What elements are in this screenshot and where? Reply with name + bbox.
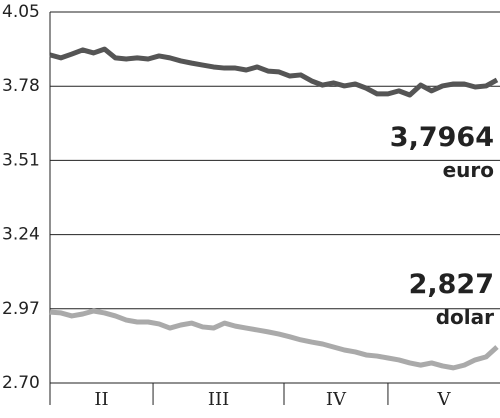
y-tick-label: 4.05: [2, 2, 40, 22]
x-tick-label: III: [208, 389, 229, 410]
x-tick-label: IV: [326, 389, 347, 410]
y-tick-label: 3.78: [2, 76, 40, 96]
series-line: [49, 46, 499, 98]
value-annotation: 3,7964: [390, 122, 494, 153]
y-tick-label: 3.24: [2, 225, 40, 245]
series-label: euro: [443, 158, 494, 182]
y-tick-label: 2.97: [2, 299, 40, 319]
value-annotation: 2,827: [409, 269, 494, 300]
y-tick-label: 3.51: [2, 150, 40, 170]
x-tick-label: V: [436, 389, 451, 410]
series-label: dolar: [436, 305, 494, 329]
y-tick-label: 2.70: [2, 373, 40, 393]
x-tick-label: II: [94, 389, 108, 410]
series-line: [49, 308, 499, 371]
